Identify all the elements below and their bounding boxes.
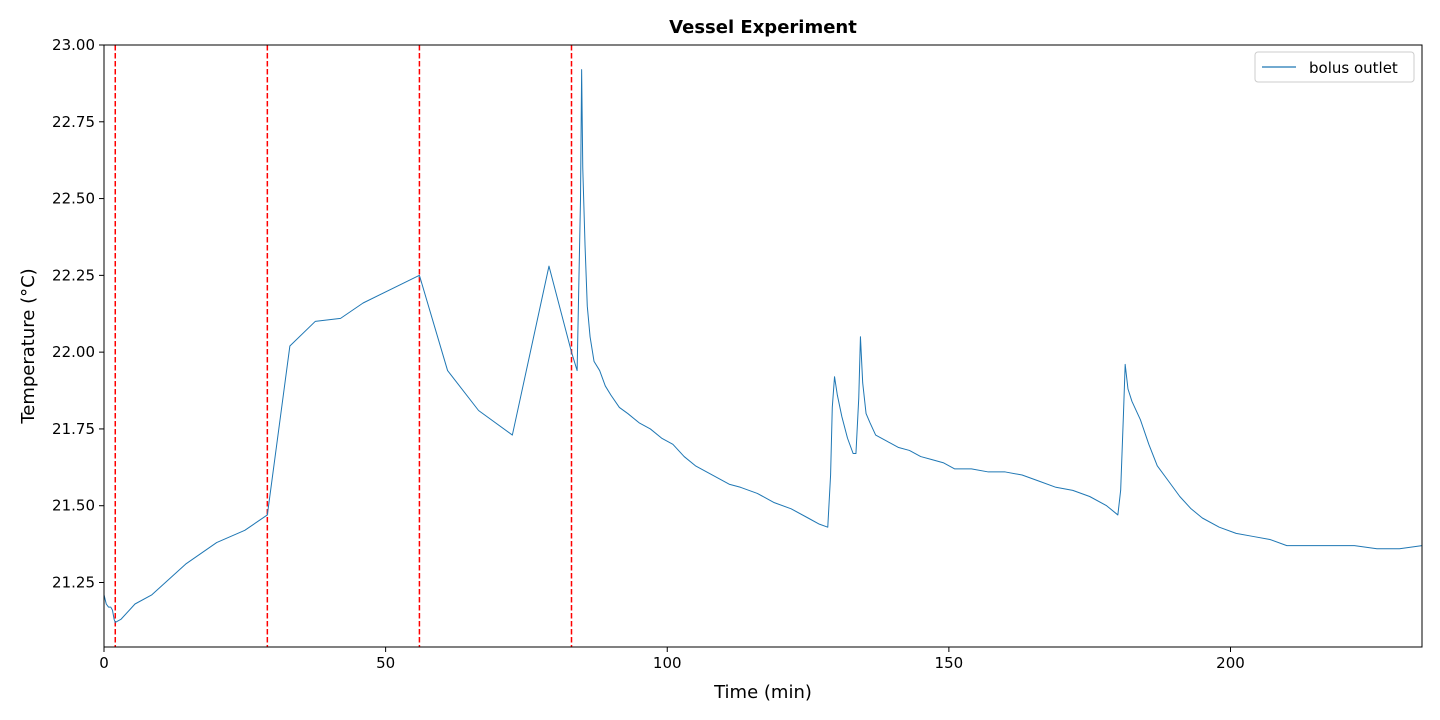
x-tick-label: 0: [99, 654, 109, 672]
x-axis-label: Time (min): [713, 682, 812, 703]
legend: bolus outlet: [1254, 51, 1415, 83]
y-axis-label: Temperature (°C): [18, 268, 39, 424]
x-tick-label: 150: [935, 654, 964, 672]
y-tick-label: 22.00: [52, 343, 95, 361]
y-tick-label: 22.25: [52, 266, 95, 284]
y-tick-label: 21.50: [52, 497, 95, 515]
series-line-1: [103, 69, 1423, 623]
y-tick-label: 22.75: [52, 113, 95, 131]
x-tick-label: 50: [376, 654, 395, 672]
x-tick-label: 100: [653, 654, 682, 672]
y-tick-label: 21.25: [52, 574, 95, 592]
y-tick-label: 21.75: [52, 420, 95, 438]
y-tick-label: 23.00: [52, 36, 95, 54]
vertical-marker-lines: [114, 45, 573, 647]
legend-box: [1254, 51, 1415, 83]
axes: 0 50 100 150 200 21.25 21.50 21.75 22.00 22.25 22.…: [52, 36, 1245, 672]
plot-frame: [103, 44, 1423, 648]
series-lines: [103, 69, 1423, 623]
chart-title: Vessel Experiment: [669, 17, 857, 38]
legend-label: bolus outlet: [1309, 59, 1398, 77]
x-tick-label: 200: [1216, 654, 1245, 672]
y-tick-label: 22.50: [52, 190, 95, 208]
